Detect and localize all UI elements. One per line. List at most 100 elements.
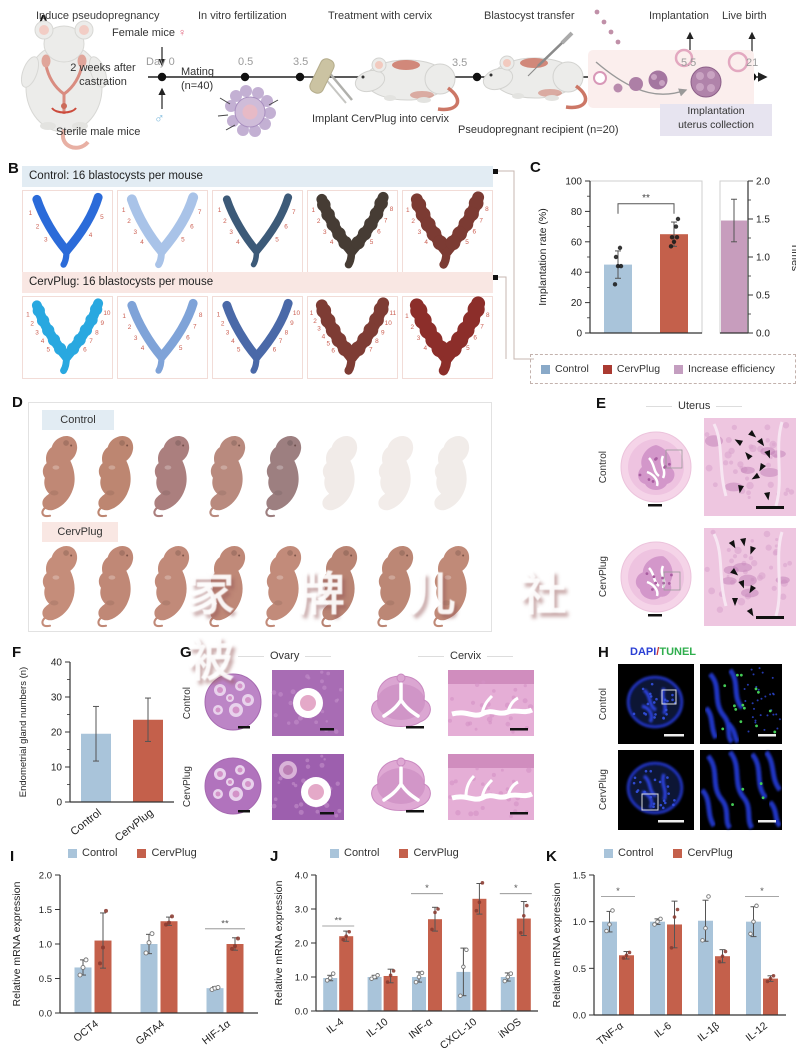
timepoint-3-5b: 3.5 <box>452 57 468 69</box>
chart-endometrial-glands: Control CervPlug 0 10 20 30 40 Endometrial glan… <box>14 650 182 855</box>
tunel-zoom-cervplug <box>700 750 783 830</box>
svg-text:CervPlug: CervPlug <box>113 807 156 844</box>
svg-text:0.0: 0.0 <box>573 1011 586 1022</box>
svg-text:Relative mRNA expression: Relative mRNA expression <box>11 881 23 1006</box>
svg-text:3.0: 3.0 <box>295 905 308 916</box>
female-mice-label: Female mice ♀ <box>112 27 187 39</box>
svg-text:2: 2 <box>127 218 131 225</box>
svg-text:1: 1 <box>311 207 315 214</box>
svg-text:3: 3 <box>418 229 422 236</box>
svg-text:iNOS: iNOS <box>496 1016 523 1041</box>
svg-text:1.0: 1.0 <box>39 940 52 951</box>
svg-text:0.0: 0.0 <box>295 1007 308 1018</box>
step-induce: Induce pseudopregnancy <box>36 10 160 22</box>
svg-text:INF-α: INF-α <box>407 1016 435 1042</box>
svg-text:20: 20 <box>571 298 583 309</box>
svg-text:Relative mRNA expression: Relative mRNA expression <box>551 882 563 1007</box>
svg-text:7: 7 <box>292 209 296 216</box>
legend-item: Control <box>68 847 117 859</box>
panel-label-c: C <box>530 159 541 176</box>
uterus-photo: 1 2 3 4 5 6 7 8 9 10 11 <box>307 296 398 379</box>
svg-text:0.5: 0.5 <box>573 964 586 975</box>
svg-text:Times: Times <box>789 243 796 271</box>
newborn-pup-photo <box>314 432 368 525</box>
step-ivf: In vitro fertilization <box>198 10 287 22</box>
legend-swatch <box>541 364 550 374</box>
svg-text:OCT4: OCT4 <box>71 1018 101 1045</box>
collection-box: Implantation uterus collection <box>660 104 772 136</box>
uterus-section-cervplug <box>620 541 692 617</box>
cervplug-chip: CervPlug <box>42 522 118 542</box>
svg-text:GATA4: GATA4 <box>134 1018 167 1048</box>
pups-border-box <box>28 402 492 632</box>
svg-text:1.0: 1.0 <box>295 973 308 984</box>
svg-text:4: 4 <box>140 239 144 246</box>
chart-mrna-cytokines: IL-4 IL-10 INF-α CXCL-10 iNOS 0.0 1.0 2.0 3.0 4.0… <box>270 863 542 1062</box>
svg-text:0.5: 0.5 <box>756 291 770 302</box>
svg-text:7: 7 <box>198 209 202 216</box>
svg-text:1: 1 <box>310 310 314 317</box>
blastocyst-development-illustration <box>588 9 754 108</box>
timepoint-0-5: 0.5 <box>238 56 254 68</box>
tunel-section-cervplug <box>618 750 694 830</box>
legend-swatch <box>674 364 684 374</box>
implant-label: Implant CervPlug into cervix <box>312 113 449 125</box>
cervplug-uteri-row: 1 2 3 4 5 6 7 8 9 10 1 2 3 4 5 6 7 8 1 2 3 4 5 6 7 8 9 10 1 2 3 4 5 6 7 8 9 1… <box>22 296 493 379</box>
legend-item: Control <box>541 363 589 375</box>
c-legend-box: Control CervPlug Increase efficiency <box>530 354 796 384</box>
panel-i-mrna-chart: I Control CervPlug OCT4 GATA4 HIF-1α 0.0 0.5 1… <box>6 845 266 1061</box>
svg-text:8: 8 <box>285 329 289 336</box>
svg-text:5: 5 <box>275 236 279 243</box>
svg-text:2: 2 <box>221 320 225 327</box>
legend-item: Control <box>330 847 379 859</box>
svg-text:7: 7 <box>193 324 197 331</box>
svg-text:0.5: 0.5 <box>39 974 52 985</box>
cervix-section-control <box>371 673 431 729</box>
svg-text:*: * <box>425 883 429 894</box>
svg-text:IL-12: IL-12 <box>744 1020 770 1044</box>
legend-connector-lines <box>493 169 534 360</box>
svg-text:3: 3 <box>417 335 421 342</box>
svg-text:9: 9 <box>381 329 385 336</box>
svg-text:4: 4 <box>141 345 145 352</box>
row-label-control: Control <box>182 686 193 720</box>
svg-text:1.5: 1.5 <box>573 871 586 882</box>
svg-text:60: 60 <box>571 237 583 248</box>
ovary-zoom-control <box>271 670 344 736</box>
svg-text:1: 1 <box>217 311 221 318</box>
row-label-cervplug: CervPlug <box>598 769 609 811</box>
svg-text:20: 20 <box>51 728 63 739</box>
newborn-pup-photo <box>202 542 256 635</box>
legend-item: CervPlug <box>602 363 660 375</box>
svg-text:0.0: 0.0 <box>756 329 770 340</box>
svg-text:1: 1 <box>218 207 222 214</box>
svg-text:3: 3 <box>35 330 39 337</box>
legend-swatch <box>602 364 612 374</box>
svg-text:Control: Control <box>69 807 104 838</box>
newborn-pup-photo <box>146 432 200 525</box>
svg-text:6: 6 <box>331 347 335 354</box>
svg-text:8: 8 <box>199 312 203 319</box>
panel-h-tunel: H DAPI/TUNEL Control CervPlug <box>596 642 796 842</box>
svg-text:TNF-α: TNF-α <box>595 1020 626 1048</box>
svg-text:6: 6 <box>190 223 194 230</box>
cervplug-pups-row <box>34 542 480 635</box>
svg-text:IL-10: IL-10 <box>364 1016 390 1040</box>
svg-text:3: 3 <box>134 335 138 342</box>
svg-text:7: 7 <box>479 218 483 225</box>
legend-swatch <box>330 848 339 858</box>
newborn-pup-photo <box>370 542 424 635</box>
svg-text:2.0: 2.0 <box>39 871 52 882</box>
svg-text:1: 1 <box>29 210 33 217</box>
legend-item: CervPlug <box>137 847 197 859</box>
svg-text:2: 2 <box>411 218 415 225</box>
legend-swatch <box>68 848 77 858</box>
recipient-label: Pseudopregnant recipient (n=20) <box>458 124 619 136</box>
panel-label-a: A <box>38 12 49 29</box>
svg-text:5: 5 <box>237 346 241 353</box>
female-icon: ♀ <box>178 27 187 39</box>
